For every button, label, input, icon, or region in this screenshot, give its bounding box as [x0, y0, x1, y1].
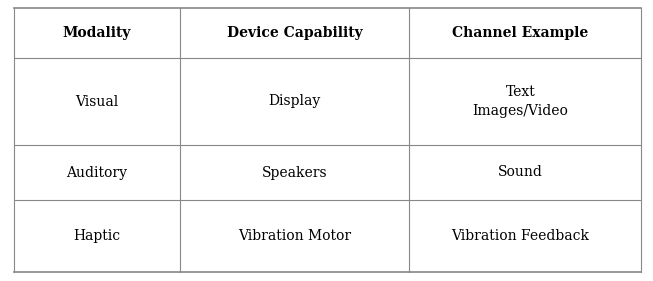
Text: Modality: Modality: [63, 26, 131, 40]
Text: Visual: Visual: [76, 94, 119, 108]
Text: Haptic: Haptic: [74, 229, 121, 243]
Text: Speakers: Speakers: [262, 166, 327, 180]
Text: Auditory: Auditory: [67, 166, 127, 180]
Text: Sound: Sound: [498, 166, 543, 180]
Text: Device Capability: Device Capability: [227, 26, 362, 40]
Text: Vibration Motor: Vibration Motor: [238, 229, 351, 243]
Text: Display: Display: [268, 94, 321, 108]
Text: Text
Images/Video: Text Images/Video: [472, 85, 568, 118]
Text: Vibration Feedback: Vibration Feedback: [451, 229, 589, 243]
Text: Channel Example: Channel Example: [452, 26, 588, 40]
